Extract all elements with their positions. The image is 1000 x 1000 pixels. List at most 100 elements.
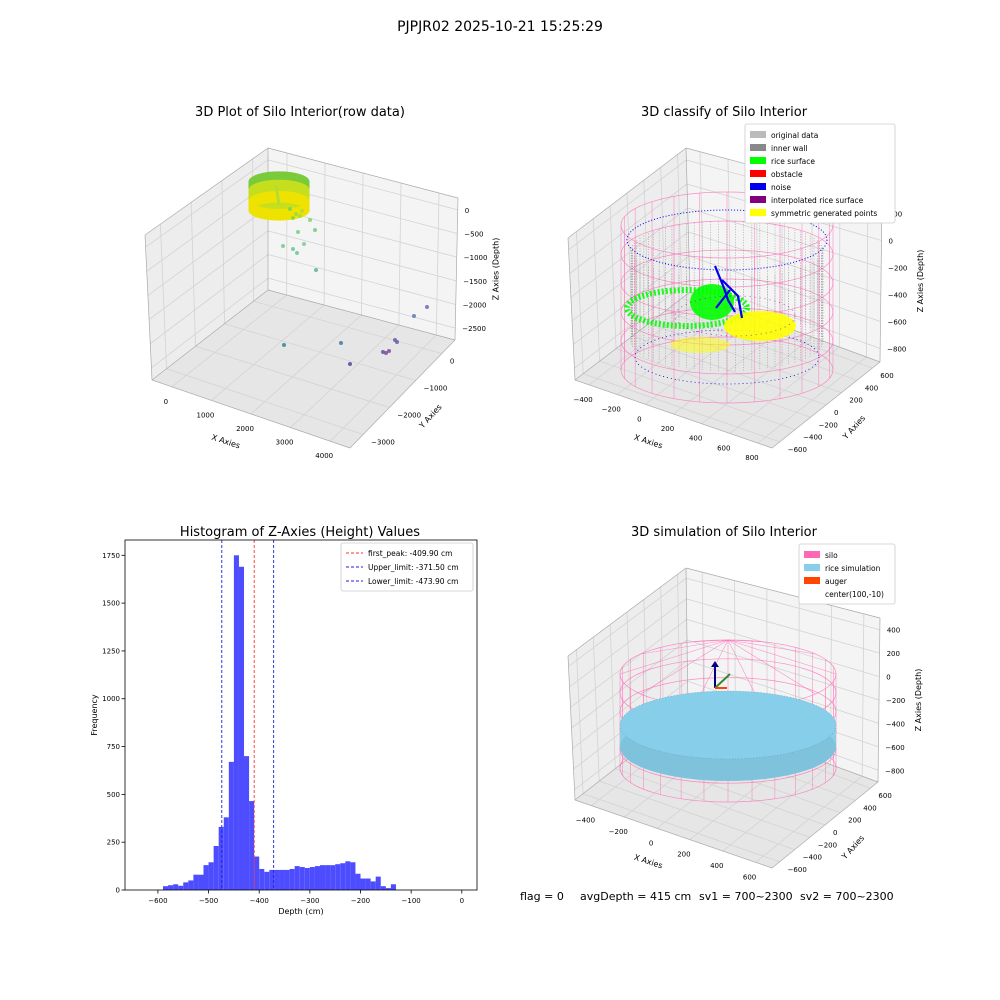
chart4-gridline-z — [572, 660, 688, 749]
chart1-pane-edge — [267, 289, 456, 341]
chart2-gridline-z — [574, 279, 690, 369]
chart4-ytick-label: −600 — [788, 866, 807, 874]
chart2-ztick-label: 200 — [889, 211, 902, 219]
chart4-pane-edge — [685, 567, 881, 619]
chart4-legend — [798, 543, 896, 605]
histogram-bar — [238, 566, 245, 890]
chart2-gridline-y — [583, 373, 780, 443]
chart2-ztick-label: 0 — [889, 238, 893, 246]
chart2-gridline-x — [727, 159, 732, 308]
chart1-xtick-label: 3000 — [276, 439, 294, 447]
histogram-bar — [218, 826, 224, 890]
chart1-data-point — [295, 251, 299, 255]
chart2-gridline-z — [688, 255, 881, 322]
chart1-xtick-label: 0 — [164, 398, 168, 406]
histogram-bar — [269, 869, 275, 890]
histogram-bar — [173, 884, 179, 890]
chart4-axis-y — [771, 781, 879, 869]
chart4-pane-edge — [567, 567, 687, 657]
histogram-bar — [304, 868, 310, 890]
chart2-legend-swatch — [750, 157, 766, 164]
chart1-gridline-x — [211, 304, 325, 401]
chart1-data-point — [425, 305, 429, 309]
chart4-ztick-label: 400 — [887, 627, 900, 635]
chart2-pane-edge — [567, 147, 687, 239]
chart1-ytick-label: 0 — [450, 358, 454, 366]
chart1-pane-edge — [267, 147, 459, 199]
chart4-zlabel: Z Axies (Depth) — [914, 669, 923, 732]
chart1-ytick-label: −3000 — [371, 439, 395, 447]
chart4-gridline-z — [686, 619, 880, 677]
chart2-xtick-label: 200 — [661, 425, 674, 433]
chart4-ytick-label: 600 — [878, 792, 891, 800]
histogram-bar — [294, 866, 300, 890]
chart1-data-point — [294, 212, 298, 216]
chart1-gridline-z — [150, 254, 269, 345]
chart4-gridline-z — [568, 577, 687, 667]
chart4-xlabel: X Axies — [633, 853, 664, 871]
chart2-gridline-y — [648, 323, 842, 394]
chart4-legend-label: rice simulation — [825, 564, 881, 573]
footer-avg-depth: avgDepth = 415 cm — [580, 890, 691, 903]
chart2-legend-label: inner wall — [771, 144, 808, 153]
chart2-gridline-y — [599, 360, 796, 430]
chart2-gridline-z — [571, 231, 689, 322]
histogram-bar — [254, 856, 260, 890]
chart2-ytick-label: 0 — [834, 409, 838, 417]
histogram-bar — [259, 868, 265, 890]
chart2-ytick-label: −600 — [788, 446, 807, 454]
chart2-ztick-label: −800 — [887, 346, 906, 354]
chart1-gridline-x — [323, 162, 326, 306]
chart4-silo-roof — [640, 639, 729, 695]
chart4-xtick-label: 200 — [677, 851, 690, 859]
histogram-ytick-label: 1000 — [102, 695, 120, 703]
chart4-legend-swatch — [804, 564, 820, 571]
chart1-pane-edge — [144, 147, 269, 236]
chart1-data-point — [412, 314, 416, 318]
chart2-legend-label: noise — [771, 183, 791, 192]
chart2-xtick-label: −200 — [602, 406, 621, 414]
chart4-xtick-label: 400 — [710, 862, 723, 870]
histogram-ytick-label: 0 — [116, 887, 120, 895]
histogram-bar — [380, 886, 386, 890]
chart2-ytick-label: 600 — [880, 372, 893, 380]
chart1-gridline-y — [159, 224, 167, 369]
chart1-gridline-z — [267, 277, 456, 329]
chart2-xlabel: X Axies — [633, 433, 664, 451]
chart1-axis-z — [454, 197, 459, 341]
chart4-pane-edge — [567, 655, 576, 801]
chart4-auger-arrowhead — [711, 661, 719, 667]
chart4-gridline-z — [569, 598, 687, 688]
histogram-bar — [198, 874, 204, 890]
histogram-bar — [228, 761, 234, 890]
chart2-legend-swatch — [750, 183, 766, 190]
chart2-rice-surface-points — [690, 284, 734, 320]
chart1-gridline-y — [166, 368, 364, 435]
chart2-gridline-y — [660, 167, 666, 311]
chart4-axis-x — [574, 799, 773, 869]
chart1-gridline-z — [148, 230, 269, 320]
chart1-data-point — [298, 214, 302, 218]
chart2-noise-cluster — [713, 265, 744, 319]
histogram-bar — [385, 888, 391, 890]
chart4-legend-swatch — [804, 577, 820, 584]
chart4-pane-edge — [685, 567, 689, 713]
chart2-ytick-label: 200 — [849, 397, 862, 405]
chart2-ylabel: Y Axies — [840, 414, 867, 442]
chart1-gridline-z — [145, 159, 269, 248]
histogram-bar — [309, 867, 315, 890]
chart2-axis-x — [574, 379, 773, 449]
chart1-data-point — [314, 268, 318, 272]
chart1-data-point — [313, 228, 317, 232]
chart4-gridline-z — [687, 660, 879, 724]
chart4-ylabel: Y Axies — [839, 834, 866, 862]
chart1-data-point — [384, 351, 388, 355]
histogram-ytick-label: 250 — [107, 839, 120, 847]
chart2-legend-swatch — [750, 196, 766, 203]
chart4-ytick-label: 200 — [848, 817, 861, 825]
histogram-bar — [279, 869, 285, 890]
chart4-xtick-label: 0 — [649, 839, 653, 847]
chart1-gridline-x — [398, 182, 402, 326]
chart1-gridline-y — [195, 345, 390, 408]
histogram-axes-frame — [124, 539, 478, 891]
